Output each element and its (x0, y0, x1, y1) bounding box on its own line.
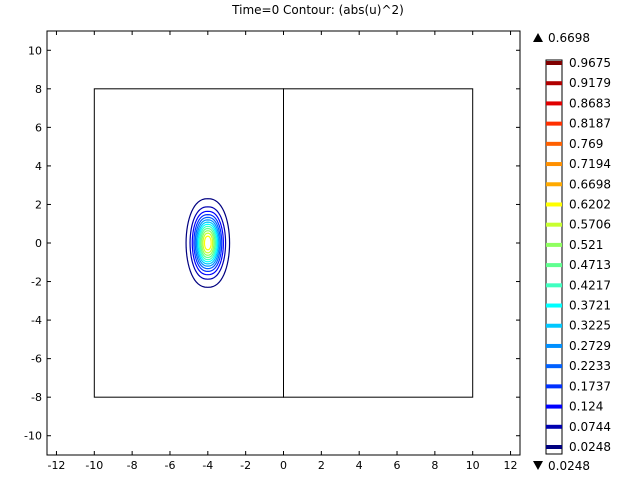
y-tick-label: 8 (35, 83, 42, 96)
colorbar-level-label: 0.2233 (569, 359, 611, 373)
contour-line (193, 214, 223, 272)
domain-rectangles (93, 88, 474, 398)
colorbar-level-label: 0.8683 (569, 96, 611, 110)
colorbar-level-label: 0.521 (569, 238, 603, 252)
domain-rect-2 (283, 88, 474, 398)
y-tick-label: -4 (31, 314, 42, 327)
colorbar-frame (545, 59, 563, 455)
colorbar-level-label: 0.3721 (569, 299, 611, 313)
colorbar-level-label: 0.5706 (569, 218, 611, 232)
contour-line (189, 206, 227, 280)
y-tick-label: 10 (28, 44, 42, 57)
x-tick-label: -2 (240, 459, 251, 472)
colorbar-level-label: 0.9179 (569, 76, 611, 90)
colorbar-levels: 0.9675 0.9179 0.8683 0.8187 0.769 0.7194 0.669… (546, 56, 611, 454)
colorbar-level-label: 0.4217 (569, 278, 611, 292)
contour-line (194, 216, 221, 270)
contour-line (201, 230, 215, 256)
colorbar-level-label: 0.124 (569, 400, 603, 414)
colorbar-level-label: 0.8187 (569, 117, 611, 131)
y-tick-label: -2 (31, 276, 42, 289)
plot-area: -12 -10 -8 -6 -4 -2 0 2 4 6 8 10 12 1086420-2-4-6-8-… (24, 30, 521, 472)
colorbar-level-label: 0.1737 (569, 379, 611, 393)
y-tick-label: 6 (35, 121, 42, 134)
y-tick-label: -6 (31, 353, 42, 366)
contour-line (199, 225, 217, 261)
contour-line (196, 221, 219, 265)
colorbar-level-label: 0.7194 (569, 157, 611, 171)
colorbar-level-label: 0.2729 (569, 339, 611, 353)
x-tick-label: 2 (318, 459, 325, 472)
contour-line (200, 227, 216, 259)
x-tick-label: -10 (85, 459, 103, 472)
colorbar-level-label: 0.9675 (569, 56, 611, 70)
colorbar-level-label: 0.0248 (569, 440, 611, 454)
x-tick-label: 8 (431, 459, 438, 472)
y-tick-label: -10 (24, 430, 42, 443)
chart-title: Time=0 Contour: (abs(u)^2) (231, 3, 404, 17)
y-tick-label: 0 (35, 237, 42, 250)
x-tick-label: 6 (394, 459, 401, 472)
y-tick-label: -8 (31, 391, 42, 404)
y-tick-label: 2 (35, 198, 42, 211)
contour-line (195, 219, 220, 267)
x-axis-ticks: -12 -10 -8 -6 -4 -2 0 2 4 6 8 10 12 (47, 31, 518, 472)
min-marker-icon (533, 461, 543, 470)
contour-line (202, 232, 214, 254)
colorbar-level-label: 0.6698 (569, 177, 611, 191)
colorbar-level-label: 0.769 (569, 137, 603, 151)
colorbar-level-label: 0.6202 (569, 197, 611, 211)
x-tick-label: -12 (47, 459, 65, 472)
contour-line (185, 198, 231, 288)
x-tick-label: -6 (164, 459, 175, 472)
min-marker-label: 0.0248 (548, 459, 590, 473)
contour-line (198, 223, 218, 263)
colorbar-level-label: 0.3225 (569, 319, 611, 333)
x-tick-label: 4 (356, 459, 363, 472)
colorbar-level-label: 0.4713 (569, 258, 611, 272)
x-tick-label: -8 (127, 459, 138, 472)
colorbar: 0.6698 0.9675 0.9179 0.8683 0.8187 0.769 0.71… (533, 31, 611, 473)
x-tick-label: 12 (504, 459, 518, 472)
y-tick-label: 4 (35, 160, 42, 173)
domain-rect-1 (93, 88, 284, 398)
y-axis-ticks: 10 8 6 4 2 0 -2 -4 -6 -8 -10 (24, 44, 520, 443)
contour-line (191, 210, 224, 276)
contour-lines (185, 198, 231, 288)
contour-line (203, 235, 212, 251)
max-marker-icon (533, 33, 543, 42)
x-tick-label: 0 (280, 459, 287, 472)
colorbar-level-label: 0.0744 (569, 420, 611, 434)
x-tick-label: 10 (466, 459, 480, 472)
max-marker-label: 0.6698 (548, 31, 590, 45)
x-tick-label: -4 (202, 459, 213, 472)
